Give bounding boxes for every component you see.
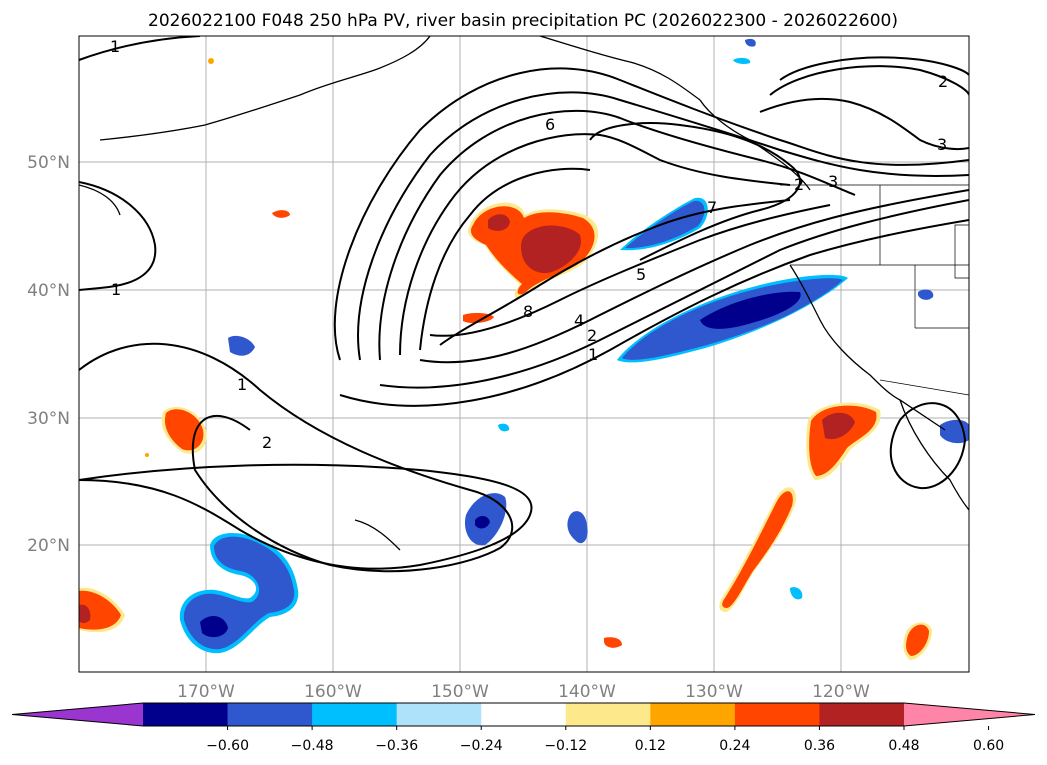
pv-contours: [79, 36, 969, 573]
contour-label: 2: [794, 175, 804, 194]
lon-label-150w: 150°W: [431, 682, 489, 702]
colorbar-segment: [312, 703, 398, 726]
precip-shading: [79, 38, 969, 660]
lon-label-160w: 160°W: [304, 682, 362, 702]
colorbar-tick-label: 0.12: [635, 738, 666, 754]
contour-label: 6: [545, 115, 555, 134]
colorbar-outline: [11, 702, 1036, 727]
contour-label: 2: [262, 433, 272, 452]
colorbar-segment: [819, 703, 905, 726]
lon-label-130w: 130°W: [685, 682, 743, 702]
colorbar-segment: [227, 703, 313, 726]
colorbar-tick-label: −0.36: [375, 738, 418, 754]
colorbar-segment: [481, 703, 567, 726]
coastlines: [79, 36, 969, 551]
contour-label: 2: [938, 72, 948, 91]
political-borders: [780, 184, 969, 396]
precip-negative-sw: [179, 533, 299, 654]
contour-label: 1: [237, 375, 247, 394]
contour-label: 8: [523, 302, 533, 321]
colorbar-segment: [734, 703, 820, 726]
latitude-labels: 50°N 40°N 30°N 20°N: [27, 153, 70, 556]
map-area: [79, 36, 969, 672]
colorbar-segment: [650, 703, 736, 726]
lat-label-30n: 30°N: [27, 409, 70, 429]
lon-label-170w: 170°W: [177, 682, 235, 702]
lat-label-50n: 50°N: [27, 153, 70, 173]
colorbar-tick-label: 0.36: [804, 738, 835, 754]
colorbar-tick-label: −0.48: [291, 738, 334, 754]
colorbar-tick-label: 0.48: [888, 738, 919, 754]
contour-label: 3: [828, 172, 838, 191]
contour-label: 5: [636, 265, 646, 284]
contour-label: 7: [707, 198, 717, 217]
colorbar-tick-label: −0.12: [544, 738, 587, 754]
colorbar-segment: [565, 703, 651, 726]
lon-label-120w: 120°W: [812, 682, 870, 702]
colorbar-extend-high: [904, 703, 1035, 726]
colorbar: −0.60 −0.48 −0.36 −0.24 −0.12 0.12 0.24 0.36 0.4…: [11, 702, 1036, 754]
colorbar-tick-label: −0.24: [460, 738, 503, 754]
colorbar-tick-label: 0.24: [719, 738, 750, 754]
colorbar-tick-label: 0.60: [973, 738, 1004, 754]
map-frame: [78, 35, 970, 673]
contour-label: 3: [937, 135, 947, 154]
contour-label: 1: [110, 37, 120, 56]
contour-label: 2: [587, 326, 597, 345]
colorbar-segment: [143, 703, 229, 726]
longitude-labels: 170°W 160°W 150°W 140°W 130°W 120°W: [177, 682, 870, 702]
precip-positive-blob-central: [463, 202, 599, 324]
colorbar-segment: [396, 703, 482, 726]
contour-labels: 1 2 3 6 7 5 4 2 1 8 1 1 2 3 2: [110, 37, 948, 452]
lat-label-40n: 40°N: [27, 281, 70, 301]
map-layers: 1 2 3 6 7 5 4 2 1 8 1 1 2 3 2: [79, 36, 969, 672]
lon-label-140w: 140°W: [558, 682, 616, 702]
lat-label-20n: 20°N: [27, 536, 70, 556]
colorbar-extend-low: [12, 703, 143, 726]
contour-label: 1: [588, 345, 598, 364]
colorbar-tick-label: −0.60: [206, 738, 249, 754]
contour-label: 4: [574, 311, 584, 330]
map-title: 2026022100 F048 250 hPa PV, river basin …: [148, 11, 898, 31]
contour-label: 1: [111, 280, 121, 299]
